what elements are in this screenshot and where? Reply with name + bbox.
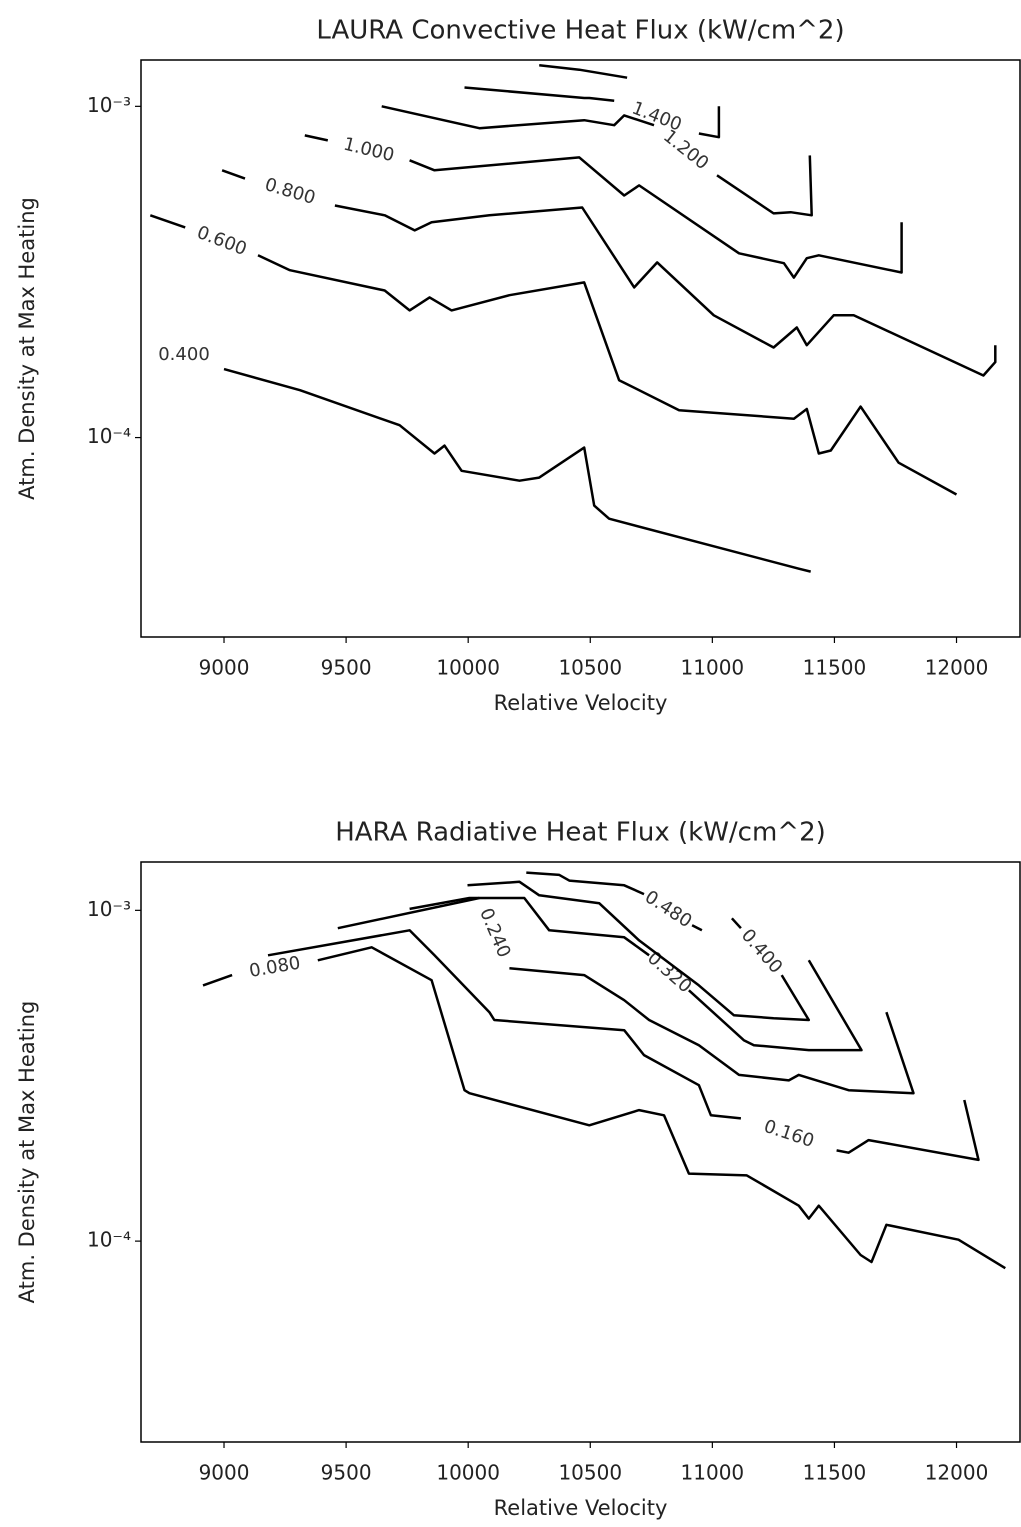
subplot: HARA Radiative Heat Flux (kW/cm^2) Relati… (15, 818, 1021, 1520)
contour-line (409, 896, 863, 1052)
x-tick-label: 10500 (558, 656, 622, 680)
x-tick-label: 11000 (681, 656, 745, 680)
contour-label: 0.400 (737, 925, 787, 978)
x-tick-label: 12000 (925, 656, 989, 680)
x-tick-label: 11000 (681, 1461, 745, 1485)
x-tick-label: 10000 (436, 1461, 500, 1485)
contour-line (304, 134, 903, 279)
x-tick-label: 9500 (321, 1461, 372, 1485)
contour-line (381, 105, 813, 217)
contour-label: 0.240 (475, 905, 515, 961)
contour-label: 0.800 (262, 174, 317, 209)
x-axis-label: Relative Velocity (494, 691, 668, 715)
contour-label: 0.600 (194, 222, 250, 260)
x-tick-label: 11500 (803, 1461, 867, 1485)
contour-line (467, 880, 811, 1022)
chart-title: LAURA Convective Heat Flux (kW/cm^2) (316, 16, 844, 46)
contour-label: 1.000 (341, 134, 396, 167)
subplot: LAURA Convective Heat Flux (kW/cm^2) Rela… (15, 16, 1021, 715)
contour-line (202, 946, 1006, 1270)
plot-frame (140, 861, 1021, 1443)
y-axis-label: Atm. Density at Max Heating (15, 197, 39, 500)
x-tick-label: 11500 (803, 656, 867, 680)
plot-frame (140, 59, 1021, 638)
contour-label: 0.160 (761, 1116, 817, 1152)
contour-line (149, 214, 958, 496)
x-tick-label: 12000 (925, 1461, 989, 1485)
y-tick-label: 10⁻³ (87, 93, 131, 117)
contour-label: 0.080 (248, 952, 302, 981)
contour-label: 0.320 (643, 948, 696, 998)
x-axis-label: Relative Velocity (494, 1496, 668, 1520)
x-tick-label: 9000 (199, 656, 250, 680)
y-tick-label: 10⁻³ (87, 897, 131, 921)
contour-line (337, 896, 915, 1095)
contour-label: 1.200 (659, 126, 712, 175)
y-tick-label: 10⁻⁴ (87, 1228, 131, 1252)
contour-label: 1.400 (629, 98, 685, 136)
contour-line (464, 86, 721, 139)
chart-title: HARA Radiative Heat Flux (kW/cm^2) (335, 818, 826, 848)
contour-label: 0.480 (641, 886, 696, 932)
y-axis-label: Atm. Density at Max Heating (15, 1001, 39, 1304)
x-tick-label: 9000 (199, 1461, 250, 1485)
x-tick-label: 10500 (558, 1461, 622, 1485)
contour-line (539, 64, 628, 79)
contour-line (221, 169, 997, 377)
contour-label: 0.400 (158, 344, 210, 365)
x-tick-label: 10000 (436, 656, 500, 680)
y-tick-label: 10⁻⁴ (87, 424, 131, 448)
contour-line (223, 367, 811, 573)
contour-line (526, 871, 703, 932)
x-tick-label: 9500 (321, 656, 372, 680)
contour-line (267, 929, 980, 1162)
